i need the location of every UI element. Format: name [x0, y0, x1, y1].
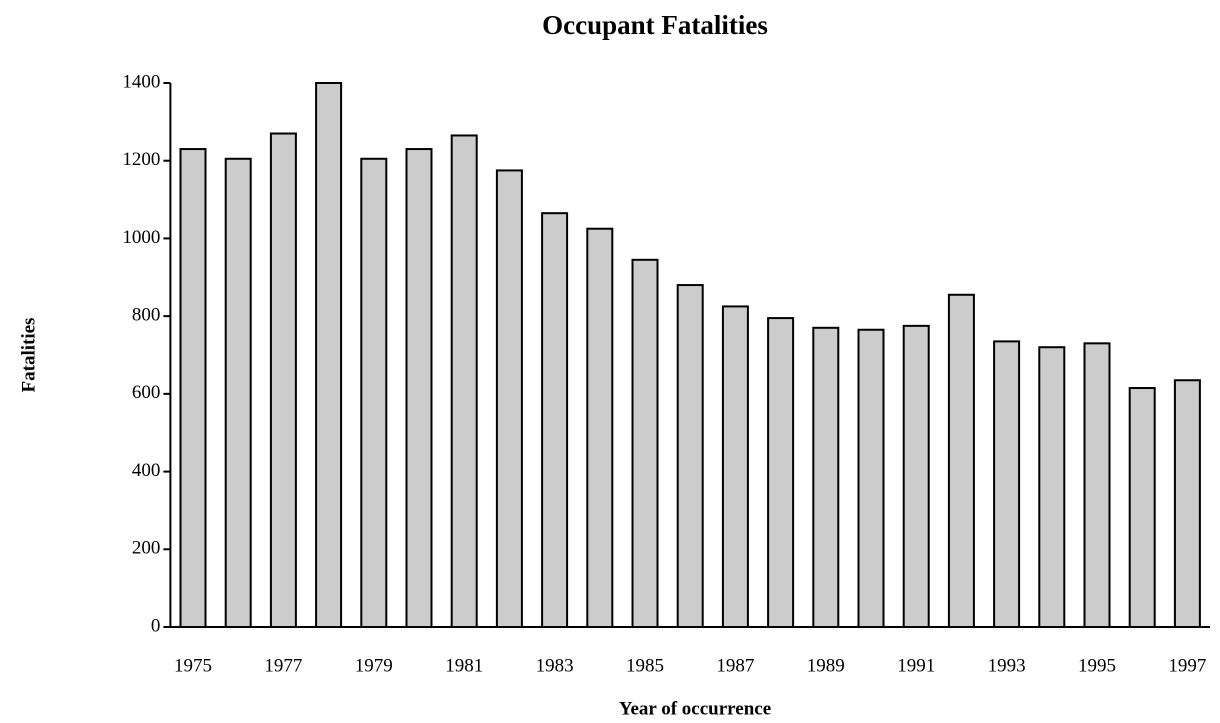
x-tick-label: 1975	[174, 655, 212, 676]
x-tick-label: 1983	[536, 655, 574, 676]
y-axis-label: Fatalities	[18, 318, 39, 393]
bar	[1083, 342, 1111, 628]
x-axis-label: Year of occurrence	[619, 698, 771, 719]
bar	[405, 148, 433, 629]
bar	[812, 326, 840, 628]
bar	[767, 317, 795, 628]
x-tick-label: 1989	[807, 655, 845, 676]
bar	[1128, 387, 1156, 628]
bar	[857, 328, 885, 628]
x-tick-label: 1981	[445, 655, 483, 676]
bar	[947, 293, 975, 628]
bar	[1173, 379, 1201, 628]
y-tick-label: 200	[132, 538, 161, 559]
x-tick-label: 1997	[1168, 655, 1206, 676]
x-tick-label: 1979	[355, 655, 393, 676]
bar	[450, 134, 478, 628]
x-tick-label: 1993	[988, 655, 1026, 676]
y-tick-label: 600	[132, 382, 161, 403]
bar	[631, 258, 659, 628]
x-tick-label: 1995	[1078, 655, 1116, 676]
x-tick-label: 1985	[626, 655, 664, 676]
bar	[676, 284, 704, 628]
bar	[224, 157, 252, 628]
bar	[315, 82, 343, 628]
bar	[269, 132, 297, 628]
x-tick-label: 1991	[897, 655, 935, 676]
bar	[721, 305, 749, 628]
bar	[495, 169, 523, 629]
bar	[902, 324, 930, 628]
y-tick-label: 1400	[122, 71, 160, 92]
bar	[179, 148, 207, 629]
bar	[993, 340, 1021, 628]
chart-title: Occupant Fatalities	[542, 10, 768, 40]
y-tick-label: 1200	[122, 149, 160, 170]
y-tick-label: 0	[151, 615, 161, 636]
y-tick-label: 800	[132, 305, 161, 326]
x-tick-label: 1987	[716, 655, 754, 676]
y-tick-label: 400	[132, 460, 161, 481]
y-tick-label: 1000	[122, 227, 160, 248]
bar	[360, 157, 388, 628]
bar	[541, 212, 569, 629]
bar	[1038, 346, 1066, 628]
bar	[586, 227, 614, 628]
x-tick-label: 1977	[264, 655, 302, 676]
